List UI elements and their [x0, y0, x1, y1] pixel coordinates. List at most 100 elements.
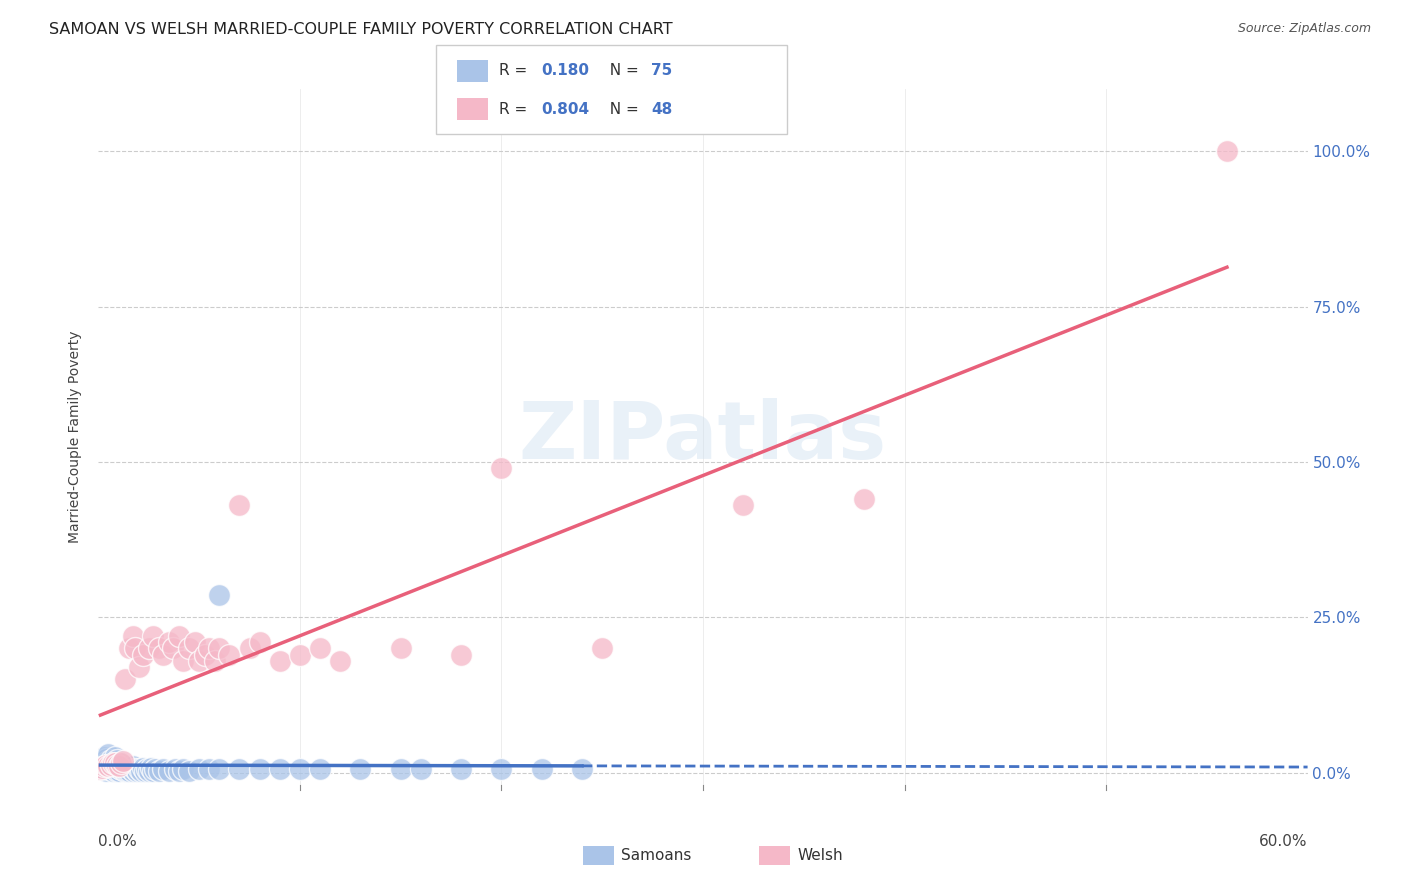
- Text: R =: R =: [499, 102, 533, 117]
- Point: [96, 764, 118, 778]
- Point: [239, 641, 262, 656]
- Text: Welsh: Welsh: [797, 848, 842, 863]
- Point: [129, 764, 152, 778]
- Point: [91, 759, 114, 773]
- Point: [128, 660, 150, 674]
- Point: [125, 764, 148, 778]
- Text: ZIPatlas: ZIPatlas: [519, 398, 887, 476]
- Point: [111, 755, 134, 769]
- Text: N =: N =: [600, 102, 644, 117]
- Point: [249, 763, 271, 777]
- Point: [111, 763, 134, 777]
- Point: [269, 763, 291, 777]
- Point: [105, 753, 128, 767]
- Point: [389, 763, 412, 777]
- Point: [110, 758, 132, 772]
- Point: [148, 764, 170, 778]
- Point: [107, 759, 129, 773]
- Point: [101, 759, 124, 773]
- Point: [349, 763, 371, 777]
- Point: [118, 764, 141, 778]
- Point: [103, 763, 125, 777]
- Point: [114, 764, 136, 778]
- Point: [100, 758, 122, 772]
- Point: [97, 759, 120, 773]
- Text: Source: ZipAtlas.com: Source: ZipAtlas.com: [1237, 22, 1371, 36]
- Point: [198, 641, 221, 656]
- Point: [91, 760, 114, 774]
- Point: [118, 641, 141, 656]
- Point: [188, 763, 211, 777]
- Point: [110, 756, 132, 771]
- Point: [228, 763, 250, 777]
- Point: [115, 758, 138, 772]
- Point: [124, 641, 146, 656]
- Point: [249, 635, 271, 649]
- Point: [530, 763, 553, 777]
- Point: [329, 654, 352, 668]
- Text: 60.0%: 60.0%: [1260, 834, 1308, 848]
- Point: [93, 756, 115, 771]
- Point: [101, 755, 124, 769]
- Point: [97, 755, 120, 769]
- Text: 75: 75: [651, 63, 672, 78]
- Text: N =: N =: [600, 63, 644, 78]
- Point: [105, 759, 128, 773]
- Point: [100, 753, 122, 767]
- Point: [132, 760, 155, 774]
- Point: [218, 648, 240, 662]
- Point: [194, 648, 217, 662]
- Point: [179, 764, 201, 778]
- Point: [148, 641, 170, 656]
- Point: [188, 654, 211, 668]
- Point: [89, 763, 111, 777]
- Point: [198, 763, 221, 777]
- Point: [107, 764, 129, 778]
- Point: [120, 763, 142, 777]
- Point: [157, 764, 180, 778]
- Point: [103, 756, 125, 771]
- Point: [111, 756, 134, 771]
- Point: [97, 759, 120, 773]
- Point: [97, 747, 120, 761]
- Point: [96, 758, 118, 772]
- Point: [389, 641, 412, 656]
- Point: [491, 763, 513, 777]
- Point: [121, 759, 143, 773]
- Point: [152, 763, 174, 777]
- Point: [172, 763, 194, 777]
- Text: R =: R =: [499, 63, 533, 78]
- Text: 48: 48: [651, 102, 672, 117]
- Point: [100, 763, 122, 777]
- Point: [208, 641, 231, 656]
- Point: [142, 764, 165, 778]
- Point: [309, 763, 332, 777]
- Point: [208, 589, 231, 603]
- Point: [157, 635, 180, 649]
- Point: [105, 758, 128, 772]
- Point: [309, 641, 332, 656]
- Point: [204, 654, 226, 668]
- Point: [93, 750, 115, 764]
- Point: [269, 654, 291, 668]
- Point: [163, 763, 186, 777]
- Point: [179, 641, 201, 656]
- Point: [571, 763, 593, 777]
- Text: 0.804: 0.804: [541, 102, 589, 117]
- Point: [409, 763, 432, 777]
- Text: 0.180: 0.180: [541, 63, 589, 78]
- Point: [733, 499, 755, 513]
- Point: [114, 759, 136, 773]
- Point: [103, 750, 125, 764]
- Point: [167, 764, 190, 778]
- Text: SAMOAN VS WELSH MARRIED-COUPLE FAMILY POVERTY CORRELATION CHART: SAMOAN VS WELSH MARRIED-COUPLE FAMILY PO…: [49, 22, 673, 37]
- Point: [110, 763, 132, 777]
- Point: [1216, 145, 1239, 159]
- Point: [853, 492, 876, 507]
- Point: [288, 763, 311, 777]
- Point: [107, 756, 129, 771]
- Text: Samoans: Samoans: [621, 848, 692, 863]
- Point: [167, 629, 190, 643]
- Point: [101, 764, 124, 778]
- Point: [121, 629, 143, 643]
